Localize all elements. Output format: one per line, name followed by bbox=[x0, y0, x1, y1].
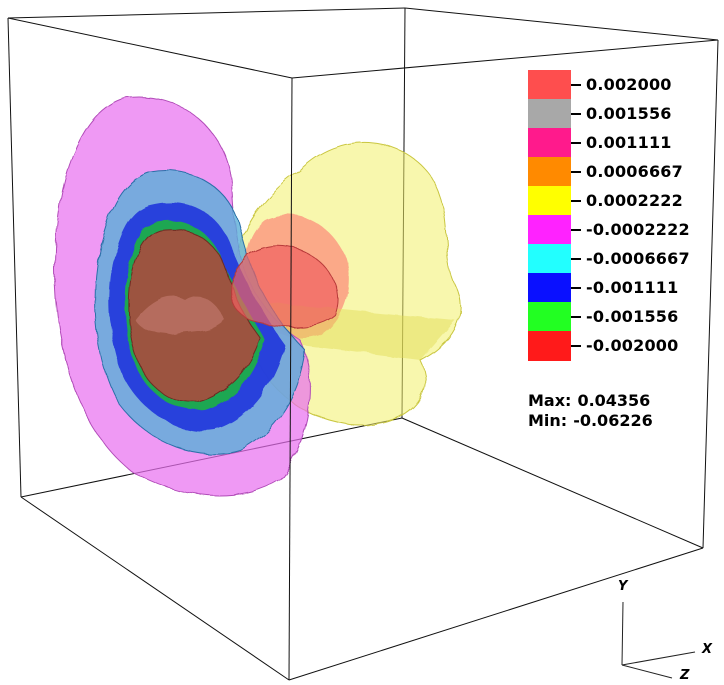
negative-isosurface-core bbox=[127, 228, 261, 403]
legend-swatch bbox=[528, 302, 571, 332]
orientation-axes bbox=[621, 601, 696, 679]
legend-label: -0.001111 bbox=[586, 278, 679, 297]
legend-swatch bbox=[528, 157, 571, 187]
legend-entry: -0.001556 bbox=[528, 302, 718, 332]
legend-label: -0.001556 bbox=[586, 307, 679, 326]
legend-entry: 0.002000 bbox=[528, 70, 718, 100]
legend-label: -0.0002222 bbox=[586, 220, 690, 239]
legend-tick bbox=[571, 142, 581, 144]
legend-swatch bbox=[528, 186, 571, 216]
legend-swatch bbox=[528, 273, 571, 303]
legend-swatch bbox=[528, 70, 571, 100]
min-value: -0.06226 bbox=[573, 411, 653, 430]
min-label: Min: bbox=[528, 411, 568, 430]
legend-tick bbox=[571, 113, 581, 115]
legend-tick bbox=[571, 316, 581, 318]
legend-label: -0.002000 bbox=[586, 336, 679, 355]
legend-label: 0.0006667 bbox=[586, 162, 683, 181]
max-value: 0.04356 bbox=[577, 391, 651, 410]
legend-swatch bbox=[528, 215, 571, 245]
legend-label: 0.001556 bbox=[586, 104, 672, 123]
legend-label: 0.0002222 bbox=[586, 191, 683, 210]
legend-tick bbox=[571, 345, 581, 347]
legend-tick bbox=[571, 287, 581, 289]
legend-swatch bbox=[528, 244, 571, 274]
legend-entry: 0.0002222 bbox=[528, 186, 718, 216]
legend-swatch bbox=[528, 128, 571, 158]
x-axis-label: X bbox=[702, 642, 713, 657]
positive-isosurface-inner bbox=[229, 245, 339, 328]
legend-tick bbox=[571, 229, 581, 231]
bounding-box-front bbox=[7, 17, 719, 681]
legend-entry: 0.001111 bbox=[528, 128, 718, 158]
max-label: Max: bbox=[528, 391, 572, 410]
legend-entry: 0.0006667 bbox=[528, 157, 718, 187]
legend-tick bbox=[571, 258, 581, 260]
legend-entry: 0.001556 bbox=[528, 99, 718, 129]
legend-swatch bbox=[528, 99, 571, 129]
legend-entry: -0.002000 bbox=[528, 331, 718, 361]
z-axis-label: Z bbox=[680, 668, 690, 683]
legend-tick bbox=[571, 84, 581, 86]
legend-entry: -0.0002222 bbox=[528, 215, 718, 245]
max-readout: Max: 0.04356 bbox=[528, 391, 650, 410]
legend-swatch bbox=[528, 331, 571, 361]
legend-label: 0.002000 bbox=[586, 75, 672, 94]
min-readout: Min: -0.06226 bbox=[528, 411, 653, 430]
legend-entry: -0.001111 bbox=[528, 273, 718, 303]
legend-label: -0.0006667 bbox=[586, 249, 690, 268]
legend-tick bbox=[571, 200, 581, 202]
legend-entry: -0.0006667 bbox=[528, 244, 718, 274]
legend-label: 0.001111 bbox=[586, 133, 672, 152]
y-axis-label: Y bbox=[618, 579, 628, 594]
legend-tick bbox=[571, 171, 581, 173]
